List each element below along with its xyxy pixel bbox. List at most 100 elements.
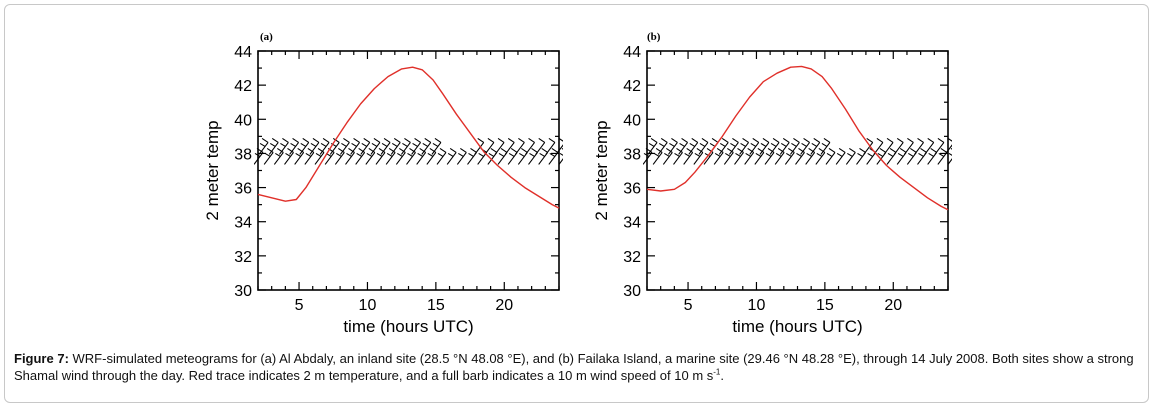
- wind-barb-half: [295, 152, 301, 157]
- wind-barb-shaft: [273, 152, 284, 165]
- wind-barb-shaft: [795, 152, 805, 165]
- wind-barb-shaft: [779, 142, 790, 155]
- wind-barb-full: [302, 137, 310, 143]
- wind-barb-shaft: [436, 152, 447, 165]
- wind-barb-half: [806, 152, 812, 157]
- wind-barb-shaft: [304, 152, 315, 165]
- wind-barb-shaft: [652, 152, 663, 165]
- wind-barb-half: [745, 152, 751, 157]
- wind-barb-shaft: [456, 152, 467, 165]
- wind-barb-half: [407, 152, 413, 157]
- wind-barb-shaft: [258, 142, 269, 155]
- wind-barb-full: [676, 147, 683, 153]
- wind-barb-full: [732, 137, 739, 143]
- wind-barb-full: [378, 147, 386, 153]
- wind-barb-full: [711, 137, 719, 143]
- wind-barb-full: [271, 137, 279, 143]
- wind-barb-half: [412, 142, 418, 147]
- wind-barb-full: [886, 137, 894, 143]
- wind-barb-half: [664, 152, 670, 157]
- wind-barb-shaft: [759, 142, 770, 155]
- wind-barb-full: [727, 147, 734, 153]
- wind-barb-shaft: [324, 152, 335, 165]
- wind-barb-shaft: [667, 142, 678, 155]
- caption-label: Figure 7:: [14, 351, 69, 366]
- wind-barb-half: [315, 152, 322, 157]
- wind-barb-shaft: [504, 142, 515, 155]
- wind-barb-shaft: [350, 142, 361, 155]
- wind-barb-full: [757, 147, 765, 153]
- wind-barb-full: [762, 137, 770, 143]
- wind-barb-half: [391, 142, 398, 147]
- wind-barb-full: [322, 137, 330, 143]
- wind-barb-shaft: [769, 142, 780, 155]
- wind-barb-shaft: [673, 152, 683, 165]
- wind-barb-full: [551, 147, 559, 153]
- wind-barb-shaft: [339, 142, 350, 155]
- wind-barb-full: [338, 147, 345, 153]
- wind-barbs: [254, 137, 563, 165]
- wind-barb-full: [373, 137, 381, 143]
- wind-barb-shaft: [319, 142, 330, 155]
- wind-barb-full: [449, 147, 457, 153]
- wind-barb-half: [730, 142, 736, 147]
- wind-barb-shaft: [299, 142, 310, 155]
- wind-barb-full: [470, 147, 477, 153]
- wind-barb-shaft: [309, 142, 320, 155]
- wind-barb-full: [261, 137, 269, 143]
- wind-barb-full: [828, 147, 836, 153]
- wind-barb-shaft: [263, 152, 274, 165]
- wind-barb-full: [889, 147, 897, 153]
- x-axis-title: time (hours UTC): [732, 317, 862, 336]
- x-tick-label: 5: [295, 297, 304, 314]
- panel-label: (a): [260, 31, 273, 43]
- wind-barb-half: [755, 152, 762, 157]
- y-tick-label: 42: [234, 78, 252, 95]
- wind-barb-half: [310, 142, 317, 147]
- wind-barb-half: [351, 142, 357, 147]
- wind-barb-half: [361, 142, 368, 147]
- wind-barb-full: [671, 137, 678, 143]
- wind-barb-full: [256, 147, 264, 153]
- wind-barb-half: [397, 152, 403, 157]
- wind-barb-full: [297, 147, 304, 153]
- wind-barb-half: [285, 152, 291, 157]
- wind-barb-full: [383, 137, 391, 143]
- x-tick-label: 20: [495, 297, 513, 314]
- wind-barb-half: [760, 142, 767, 147]
- wind-barb-shaft: [355, 152, 366, 165]
- wind-barb-half: [264, 152, 271, 157]
- caption-superscript: -1: [713, 367, 721, 377]
- wind-barb-shaft: [713, 152, 724, 165]
- figure-frame: [4, 4, 1149, 403]
- wind-barb-half: [259, 142, 266, 147]
- wind-barb-full: [409, 147, 416, 153]
- wind-barb-full: [752, 137, 760, 143]
- wind-barb-full: [561, 147, 563, 150]
- wind-barb-shaft: [390, 142, 401, 155]
- wind-barb-shaft: [764, 152, 775, 165]
- wind-barb-full: [910, 147, 917, 153]
- wind-barb-full: [782, 137, 790, 143]
- wind-barb-half: [709, 142, 716, 147]
- wind-barb-full: [940, 147, 948, 153]
- wind-barb-shaft: [494, 142, 505, 155]
- wind-barb-shaft: [416, 152, 427, 165]
- wind-barb-half: [381, 142, 388, 147]
- wind-barb-full: [500, 147, 508, 153]
- wind-barb-half: [447, 152, 454, 157]
- wind-barb-full: [838, 147, 846, 153]
- x-tick-label: 20: [884, 297, 902, 314]
- wind-barb-full: [950, 147, 952, 150]
- wind-barb-half: [648, 142, 655, 147]
- wind-barb-shaft: [375, 152, 386, 165]
- wind-barb-shaft: [693, 152, 704, 165]
- wind-barb-full: [424, 137, 432, 143]
- wind-barb-full: [282, 137, 289, 143]
- wind-barb-half: [908, 152, 914, 157]
- figure-caption: Figure 7: WRF-simulated meteograms for (…: [14, 350, 1139, 384]
- wind-barb-half: [402, 142, 408, 147]
- wind-barb-half: [559, 152, 563, 156]
- wind-barb-half: [290, 142, 296, 147]
